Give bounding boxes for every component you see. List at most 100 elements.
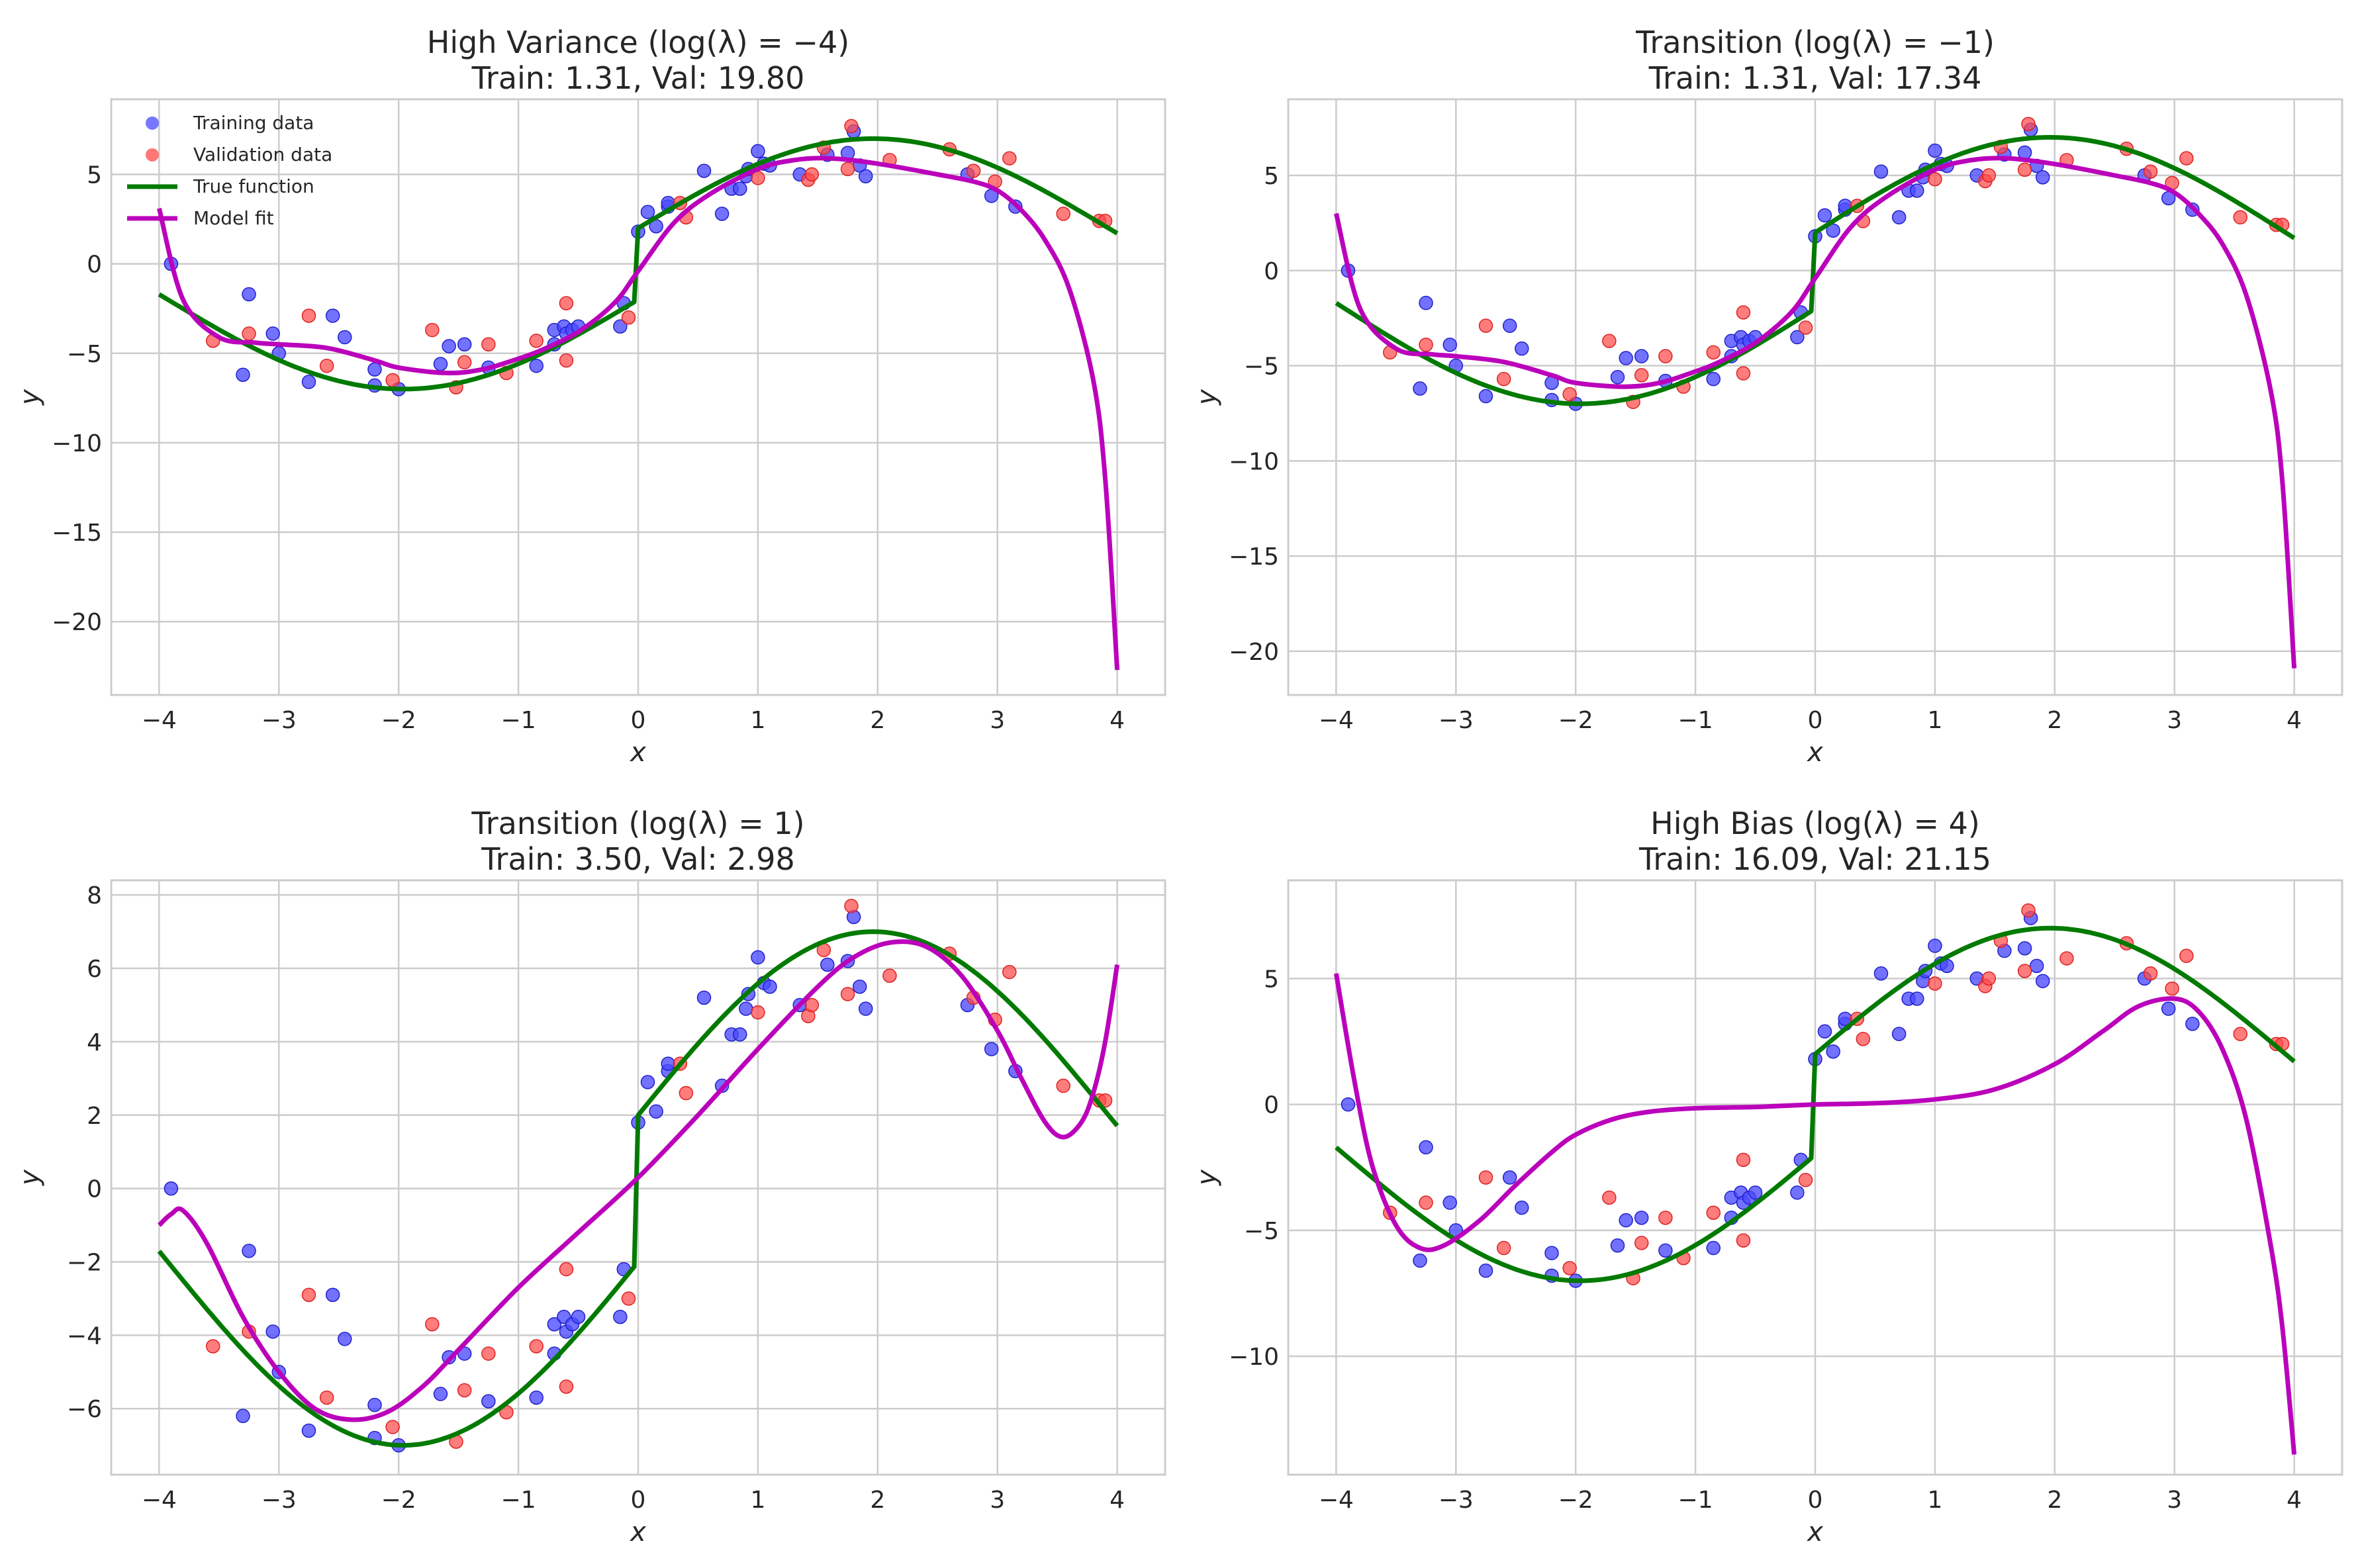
- x-tick-label: 1: [750, 1487, 765, 1514]
- y-axis-label: y: [1192, 389, 1222, 406]
- axes-frame: [110, 98, 1166, 696]
- training-point: [1419, 1140, 1433, 1155]
- training-point: [714, 207, 730, 221]
- true-function-line: [1335, 925, 2296, 1283]
- training-point: [858, 169, 873, 183]
- training-point: [1928, 143, 1942, 158]
- training-point: [640, 1075, 655, 1089]
- training-point: [529, 1390, 543, 1405]
- training-point: [1619, 1213, 1633, 1228]
- x-tick-label: −3: [1439, 707, 1474, 734]
- training-point: [547, 1316, 562, 1332]
- validation-point: [385, 373, 400, 388]
- training-point: [1634, 349, 1649, 363]
- panel-subtitle: Train: 3.50, Val: 2.98: [481, 841, 795, 877]
- x-axis-label: x: [1806, 737, 1823, 768]
- true-function-line: [157, 929, 1119, 1448]
- training-point: [236, 367, 250, 382]
- training-point: [1826, 223, 1840, 238]
- x-tick-label: 2: [870, 1487, 885, 1514]
- training-point: [1790, 330, 1805, 345]
- training-point: [1619, 351, 1633, 365]
- y-tick-label: 6: [87, 956, 102, 983]
- x-tick-label: 3: [2167, 707, 2182, 734]
- validation-point: [679, 1085, 694, 1101]
- validation-point: [840, 161, 855, 177]
- validation-point: [1002, 151, 1017, 165]
- training-point: [1478, 389, 1493, 404]
- validation-point: [1056, 207, 1070, 221]
- training-point: [1515, 1200, 1529, 1215]
- validation-point: [1496, 1240, 1511, 1256]
- training-point: [1502, 1170, 1517, 1185]
- x-tick-label: −1: [501, 1487, 536, 1514]
- validation-point: [2179, 948, 2194, 963]
- training-point: [739, 1001, 753, 1016]
- x-tick-label: 0: [631, 1487, 646, 1514]
- validation-point: [1658, 349, 1673, 363]
- legend: Training data Validation data True functio…: [127, 112, 332, 229]
- training-point: [325, 1287, 340, 1303]
- axes-frame: [110, 879, 1166, 1476]
- y-tick-label: 0: [87, 1176, 102, 1203]
- training-point: [2017, 941, 2032, 956]
- validation-point: [840, 987, 855, 1001]
- validation-point: [1602, 334, 1617, 348]
- y-tick-label: −2: [67, 1249, 102, 1276]
- training-point: [1817, 208, 1832, 223]
- training-point: [325, 308, 340, 323]
- y-axis-label: y: [15, 1169, 45, 1186]
- validation-point: [2165, 981, 2179, 996]
- training-point: [984, 1042, 999, 1056]
- x-tick-label: −3: [1439, 1487, 1474, 1514]
- x-tick-label: −3: [261, 1487, 297, 1514]
- x-tick-label: 2: [870, 707, 885, 734]
- x-tick-label: −4: [142, 707, 177, 734]
- y-tick-label: −15: [1229, 543, 1279, 571]
- y-tick-label: −5: [1244, 1218, 1279, 1245]
- training-point: [751, 950, 765, 965]
- validation-point: [1056, 1078, 1070, 1093]
- training-point: [481, 1394, 496, 1408]
- validation-point: [844, 118, 859, 134]
- training-point: [1910, 992, 1924, 1006]
- y-tick-label: 0: [87, 252, 102, 279]
- validation-point: [2233, 1027, 2247, 1041]
- x-tick-label: 2: [2047, 707, 2062, 734]
- validation-point: [529, 334, 543, 348]
- model-fit-line: [157, 156, 1120, 670]
- legend-label: True function: [193, 175, 314, 197]
- validation-point: [529, 1339, 543, 1354]
- validation-point: [1562, 387, 1577, 402]
- validation-point: [559, 296, 574, 310]
- legend-marker: [146, 148, 159, 161]
- validation-point: [319, 1390, 334, 1405]
- x-tick-label: −4: [142, 1487, 177, 1514]
- validation-point: [301, 308, 316, 323]
- model-fit-line: [157, 939, 1120, 1422]
- validation-point: [804, 997, 820, 1013]
- training-point: [2161, 1001, 2176, 1016]
- validation-point: [1981, 168, 1997, 183]
- training-point: [1658, 1243, 1673, 1258]
- training-point: [338, 1332, 352, 1346]
- y-tick-label: 0: [1264, 1092, 1279, 1119]
- validation-point: [1496, 371, 1511, 387]
- y-tick-label: −20: [1229, 639, 1279, 666]
- validation-point: [1798, 320, 1813, 335]
- validation-point: [481, 1346, 496, 1361]
- plot-content: [1333, 903, 2297, 1455]
- validation-point: [385, 1420, 400, 1434]
- training-point: [1891, 1027, 1907, 1041]
- x-axis-label: x: [1806, 1517, 1823, 1547]
- validation-point: [481, 337, 496, 352]
- validation-point: [1658, 1211, 1673, 1225]
- x-tick-label: 4: [2287, 707, 2302, 734]
- training-point: [763, 980, 777, 994]
- x-tick-label: 4: [1110, 1487, 1125, 1514]
- model-fit-line: [1333, 973, 2297, 1455]
- validation-point: [1634, 368, 1649, 383]
